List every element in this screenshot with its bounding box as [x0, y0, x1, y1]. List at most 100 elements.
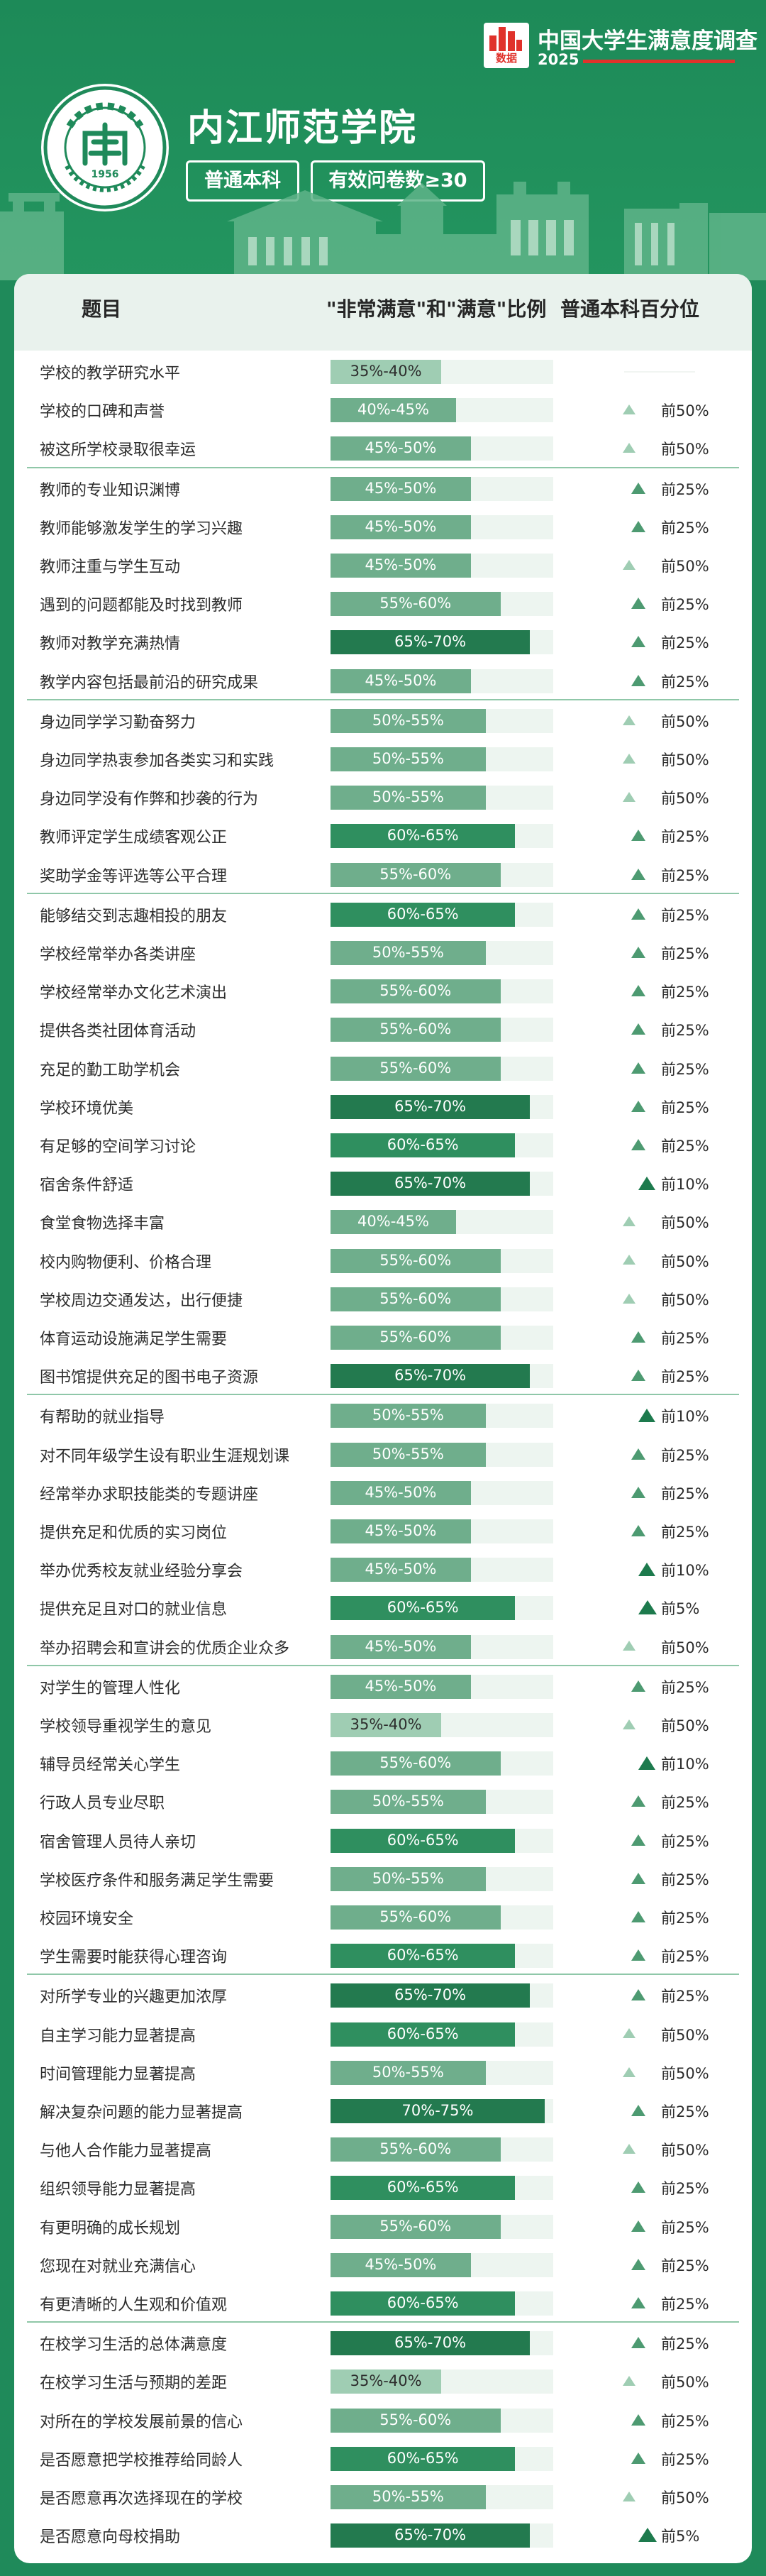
percentile-triangle-icon [631, 520, 645, 532]
ratio-range-label: 60%-65% [387, 1599, 459, 1617]
ratio-range-label: 50%-55% [372, 944, 444, 961]
ratio-bar-track: 45%-50% [331, 1558, 553, 1583]
ratio-range-label: 45%-50% [365, 2255, 437, 2273]
percentile-label: 前25% [661, 984, 709, 1001]
ratio-range-label: 35%-40% [350, 363, 422, 380]
ratio-range-label: 35%-40% [350, 2372, 422, 2390]
column-header-percentile: 普通本科百分位 [560, 297, 700, 321]
table-row: 体育运动设施满足学生需要 55%-60% 前25% [14, 1318, 752, 1356]
ratio-bar-track: 45%-50% [331, 1674, 553, 1699]
row-topic: 能够结交到志趣相投的朋友 [40, 907, 228, 925]
percentile-triangle-icon [623, 791, 635, 802]
table-row: 对学生的管理人性化 45%-50% 前25% [14, 1667, 752, 1705]
row-topic: 举办招聘会和宣讲会的优质企业众多 [40, 1639, 290, 1658]
group-divider [27, 1664, 739, 1666]
percentile-triangle-icon [631, 1023, 645, 1035]
ratio-range-label: 55%-60% [379, 1908, 452, 1925]
row-topic: 学校医疗条件和服务满足学生需要 [40, 1871, 274, 1890]
ratio-bar-track: 60%-65% [331, 1944, 553, 1969]
ratio-bar-track: 55%-60% [331, 2214, 553, 2239]
brand-underline [583, 60, 735, 63]
row-topic: 教师注重与学生互动 [40, 558, 181, 576]
percentile-label: 前50% [661, 752, 709, 769]
table-row: 学校的教学研究水平 35%-40% [14, 352, 752, 390]
ratio-bar-track: 65%-70% [331, 630, 553, 655]
ratio-range-label: 65%-70% [394, 633, 467, 651]
table-row: 自主学习能力显著提高 60%-65% 前50% [14, 2015, 752, 2053]
table-row: 学校的口碑和声誉 40%-45% 前50% [14, 390, 752, 429]
percentile-label: 前25% [661, 1485, 709, 1502]
table-row: 是否愿意向母校捐助 65%-70% 前5% [14, 2516, 752, 2554]
percentile-label: 前10% [661, 1562, 709, 1580]
ratio-bar-track: 60%-65% [331, 1596, 553, 1621]
table-row: 时间管理能力显著提高 50%-55% 前50% [14, 2053, 752, 2091]
table-row: 组织领导能力显著提高 60%-65% 前25% [14, 2168, 752, 2206]
ratio-bar [331, 2523, 531, 2548]
table-row: 奖助学金等评选等公平合理 55%-60% 前25% [14, 855, 752, 893]
percentile-label: 前25% [661, 1099, 709, 1116]
ratio-range-label: 45%-50% [365, 439, 437, 457]
ratio-bar-track: 40%-45% [331, 398, 553, 423]
ratio-range-label: 60%-65% [387, 1831, 459, 1849]
survey-brand: 数据 中国大学生满意度调查 2025 [484, 21, 757, 71]
row-topic: 学校的口碑和声誉 [40, 403, 165, 422]
survey-year: 2025 [538, 51, 579, 68]
percentile-label: 前50% [661, 1214, 709, 1232]
ratio-bar [331, 668, 471, 693]
row-topic: 与他人合作能力显著提高 [40, 2142, 212, 2161]
percentile-label: 前25% [661, 1910, 709, 1927]
ratio-bar [331, 1326, 501, 1350]
percentile-empty [624, 371, 695, 373]
ratio-range-label: 60%-65% [387, 2025, 459, 2042]
seal-graphic: 1956 [43, 86, 167, 209]
row-topic: 被这所学校录取很幸运 [40, 441, 196, 460]
row-topic: 提供充足且对口的就业信息 [40, 1601, 228, 1619]
ratio-range-label: 65%-70% [394, 1174, 467, 1192]
ratio-bar-track: 40%-45% [331, 1210, 553, 1235]
row-topic: 对所学专业的兴趣更加浓厚 [40, 1988, 228, 2007]
percentile-label: 前25% [661, 1794, 709, 1812]
ratio-bar [331, 2291, 516, 2316]
percentile-triangle-icon [623, 1641, 635, 1651]
row-topic: 对所在的学校发展前景的信心 [40, 2413, 243, 2431]
table-row: 对所在的学校发展前景的信心 55%-60% 前25% [14, 2401, 752, 2439]
percentile-label: 前25% [661, 906, 709, 924]
percentile-triangle-icon [623, 715, 635, 725]
ratio-bar-track: 50%-55% [331, 747, 553, 771]
ratio-bar [331, 2446, 516, 2471]
ratio-range-label: 55%-60% [379, 1328, 452, 1345]
percentile-label: 前25% [661, 2335, 709, 2353]
satisfaction-table-card: 题目 "非常满意"和"满意"比例 普通本科百分位 学校的教学研究水平 35%-40… [14, 274, 752, 2563]
ratio-bar [331, 1133, 516, 1157]
percentile-label: 前25% [661, 945, 709, 962]
row-topic: 是否愿意向母校捐助 [40, 2528, 181, 2547]
row-topic: 辅导员经常关心学生 [40, 1756, 181, 1775]
percentile-triangle-icon [623, 1216, 635, 1227]
ratio-range-label: 60%-65% [387, 2179, 459, 2196]
brand-bar-icon [489, 27, 523, 51]
table-row: 提供各类社团体育活动 55%-60% 前25% [14, 1010, 752, 1048]
ratio-range-label: 45%-50% [365, 1561, 437, 1578]
ratio-range-label: 35%-40% [350, 1716, 422, 1733]
table-row: 教师评定学生成绩客观公正 60%-65% 前25% [14, 816, 752, 854]
percentile-triangle-icon [631, 1100, 645, 1112]
ratio-bar [331, 1905, 501, 1930]
ratio-bar [331, 1172, 531, 1196]
percentile-label: 前50% [661, 2142, 709, 2159]
percentile-label: 前25% [661, 1368, 709, 1386]
ratio-range-label: 50%-55% [372, 2488, 444, 2505]
table-row: 食堂食物选择丰富 40%-45% 前50% [14, 1202, 752, 1240]
percentile-triangle-icon [623, 2491, 635, 2501]
row-topic: 学校环境优美 [40, 1099, 134, 1118]
ratio-bar-track: 60%-65% [331, 1828, 553, 1853]
percentile-triangle-icon [631, 2452, 645, 2464]
ratio-bar-track: 50%-55% [331, 1442, 553, 1467]
row-topic: 在校学习生活的总体满意度 [40, 2336, 228, 2355]
row-topic: 学校领导重视学生的意见 [40, 1718, 212, 1736]
ratio-bar-track: 65%-70% [331, 2331, 553, 2356]
ratio-bar-track: 55%-60% [331, 1287, 553, 1311]
ratio-bar-track: 70%-75% [331, 2099, 553, 2123]
percentile-triangle-icon [623, 2143, 635, 2154]
ratio-range-label: 45%-50% [365, 1677, 437, 1695]
table-row: 教师对教学充满热情 65%-70% 前25% [14, 622, 752, 661]
